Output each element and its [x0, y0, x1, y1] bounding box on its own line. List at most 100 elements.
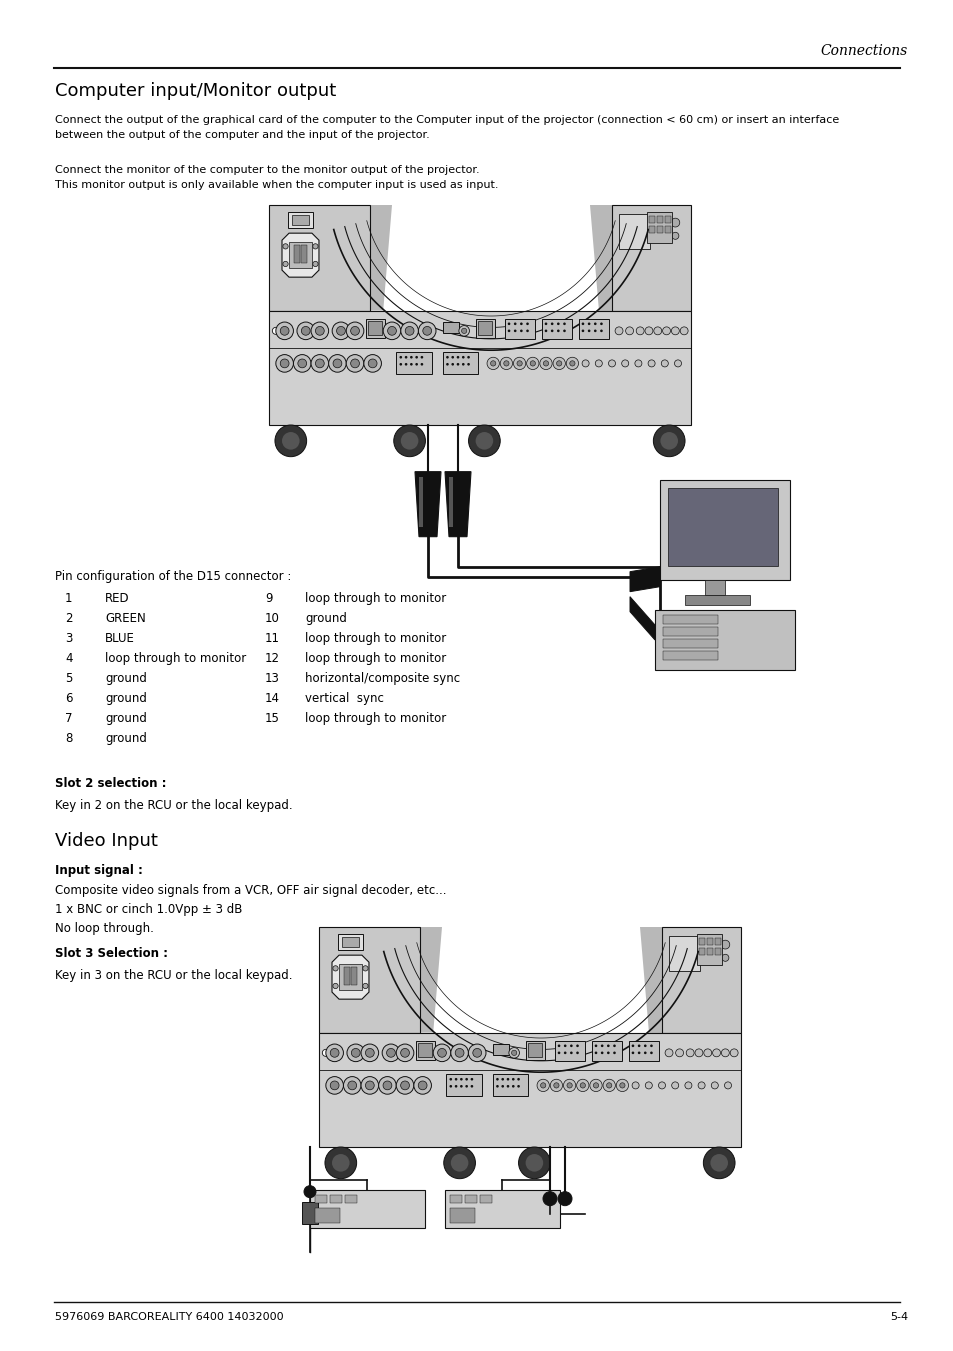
Circle shape: [649, 1051, 652, 1054]
Bar: [479, 1196, 492, 1202]
Circle shape: [600, 1051, 603, 1054]
Circle shape: [382, 1044, 399, 1062]
Circle shape: [638, 1044, 639, 1047]
Text: loop through to monitor: loop through to monitor: [305, 712, 446, 725]
Bar: [302, 1201, 317, 1224]
Text: GREEN: GREEN: [105, 612, 146, 626]
Circle shape: [456, 355, 458, 358]
Circle shape: [553, 357, 565, 370]
Polygon shape: [282, 234, 318, 277]
Circle shape: [659, 432, 678, 450]
Bar: [341, 936, 359, 947]
Circle shape: [468, 1044, 485, 1062]
Bar: [697, 934, 721, 965]
Circle shape: [501, 1078, 503, 1081]
Circle shape: [576, 1051, 578, 1054]
Circle shape: [563, 1051, 566, 1054]
Circle shape: [570, 1044, 572, 1047]
Circle shape: [671, 232, 679, 239]
Circle shape: [720, 940, 729, 948]
Circle shape: [451, 1044, 468, 1062]
Text: ground: ground: [105, 692, 147, 705]
Circle shape: [557, 330, 559, 332]
Text: 12: 12: [265, 653, 280, 665]
Circle shape: [433, 1044, 451, 1062]
Circle shape: [506, 1078, 509, 1081]
Circle shape: [638, 1051, 639, 1054]
Circle shape: [461, 363, 464, 366]
Circle shape: [556, 361, 561, 366]
Circle shape: [451, 355, 454, 358]
Bar: [269, 205, 370, 311]
Circle shape: [467, 363, 470, 366]
Bar: [269, 311, 691, 426]
Circle shape: [544, 330, 547, 332]
Circle shape: [313, 261, 317, 266]
Circle shape: [517, 1085, 519, 1088]
Circle shape: [631, 1044, 634, 1047]
Circle shape: [518, 1147, 550, 1178]
Circle shape: [684, 1082, 691, 1089]
Bar: [444, 1190, 559, 1228]
Circle shape: [512, 1085, 514, 1088]
Polygon shape: [589, 205, 612, 311]
Circle shape: [330, 1048, 338, 1058]
Circle shape: [499, 357, 512, 370]
Circle shape: [365, 1048, 374, 1058]
Circle shape: [507, 323, 510, 326]
Polygon shape: [639, 927, 661, 1032]
Circle shape: [608, 359, 615, 367]
Circle shape: [508, 1047, 518, 1058]
Bar: [659, 480, 789, 580]
Circle shape: [616, 1079, 628, 1092]
Circle shape: [347, 1044, 364, 1062]
Circle shape: [581, 359, 589, 367]
Circle shape: [514, 330, 516, 332]
Circle shape: [679, 327, 687, 335]
Circle shape: [563, 1044, 566, 1047]
Circle shape: [458, 326, 469, 336]
Bar: [450, 1208, 475, 1223]
Text: ground: ground: [105, 671, 147, 685]
Circle shape: [729, 1048, 738, 1056]
Text: 5976069 BARCOREALITY 6400 14032000: 5976069 BARCOREALITY 6400 14032000: [55, 1312, 283, 1323]
Circle shape: [405, 327, 414, 335]
Bar: [418, 477, 422, 527]
Text: 1: 1: [65, 592, 72, 605]
Text: Key in 3 on the RCU or the local keypad.: Key in 3 on the RCU or the local keypad.: [55, 969, 293, 982]
Bar: [662, 627, 718, 636]
Bar: [525, 1040, 544, 1061]
Circle shape: [473, 1048, 481, 1058]
Bar: [704, 580, 724, 594]
Bar: [450, 1196, 461, 1202]
Bar: [310, 1190, 424, 1228]
Text: 9: 9: [265, 592, 273, 605]
Circle shape: [558, 1044, 559, 1047]
Bar: [684, 594, 749, 605]
Circle shape: [333, 984, 337, 989]
Circle shape: [383, 1081, 392, 1090]
Circle shape: [599, 330, 602, 332]
Circle shape: [569, 361, 575, 366]
Text: loop through to monitor: loop through to monitor: [305, 653, 446, 665]
Circle shape: [710, 1154, 727, 1171]
Circle shape: [593, 1082, 598, 1088]
Bar: [292, 215, 309, 226]
Circle shape: [378, 1077, 395, 1094]
Circle shape: [711, 1082, 718, 1089]
Circle shape: [613, 1051, 615, 1054]
Bar: [664, 216, 670, 223]
Bar: [612, 205, 691, 311]
Circle shape: [653, 426, 684, 457]
Circle shape: [415, 363, 417, 366]
Circle shape: [325, 1147, 356, 1178]
Circle shape: [360, 1077, 378, 1094]
Circle shape: [451, 363, 454, 366]
Circle shape: [599, 323, 602, 326]
Circle shape: [653, 327, 661, 335]
Circle shape: [606, 1044, 609, 1047]
Text: 5: 5: [65, 671, 72, 685]
Text: Input signal :: Input signal :: [55, 865, 143, 877]
Circle shape: [362, 966, 368, 971]
Bar: [294, 246, 299, 263]
